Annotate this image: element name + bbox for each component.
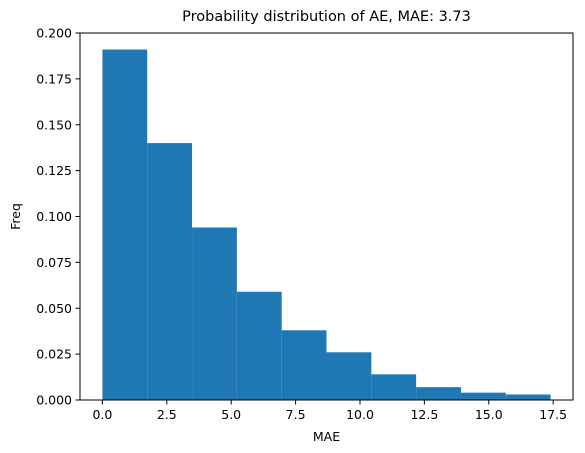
y-tick-label: 0.000 [36,393,72,408]
bars-group [102,49,551,400]
x-tick-label: 0.0 [92,407,112,422]
y-tick-label: 0.075 [36,255,72,270]
y-tick-label: 0.150 [36,117,72,132]
histogram-bar [236,291,282,400]
x-tick-label: 2.5 [157,407,177,422]
y-axis-label: Freq [8,203,23,230]
x-tick-label: 10.0 [346,407,374,422]
x-axis-label: MAE [313,429,340,444]
x-tick-label: 7.5 [286,407,306,422]
x-tick-label: 17.5 [539,407,567,422]
x-tick-label: 5.0 [221,407,241,422]
histogram-bar [326,352,372,400]
histogram-bar [505,394,551,400]
histogram-bar [147,143,193,400]
histogram-bar [102,49,148,400]
histogram-bar [416,387,461,400]
histogram-bar [371,374,417,400]
x-ticks-group: 0.0 2.5 5.0 7.5 10.0 12.5 15.0 17.5 [92,400,567,422]
histogram-bar [281,330,327,400]
histogram-bar [460,392,506,400]
y-tick-label: 0.050 [36,301,72,316]
y-tick-label: 0.200 [36,26,72,41]
chart-title: Probability distribution of AE, MAE: 3.7… [182,9,471,25]
y-tick-label: 0.125 [36,163,72,178]
y-tick-label: 0.025 [36,347,72,362]
y-tick-label: 0.175 [36,71,72,86]
y-ticks-group: 0.000 0.025 0.050 0.075 0.100 0.125 0.150 0.175… [36,26,80,408]
histogram-bar [192,227,237,400]
x-tick-label: 15.0 [475,407,503,422]
y-tick-label: 0.100 [36,209,72,224]
x-tick-label: 12.5 [410,407,438,422]
